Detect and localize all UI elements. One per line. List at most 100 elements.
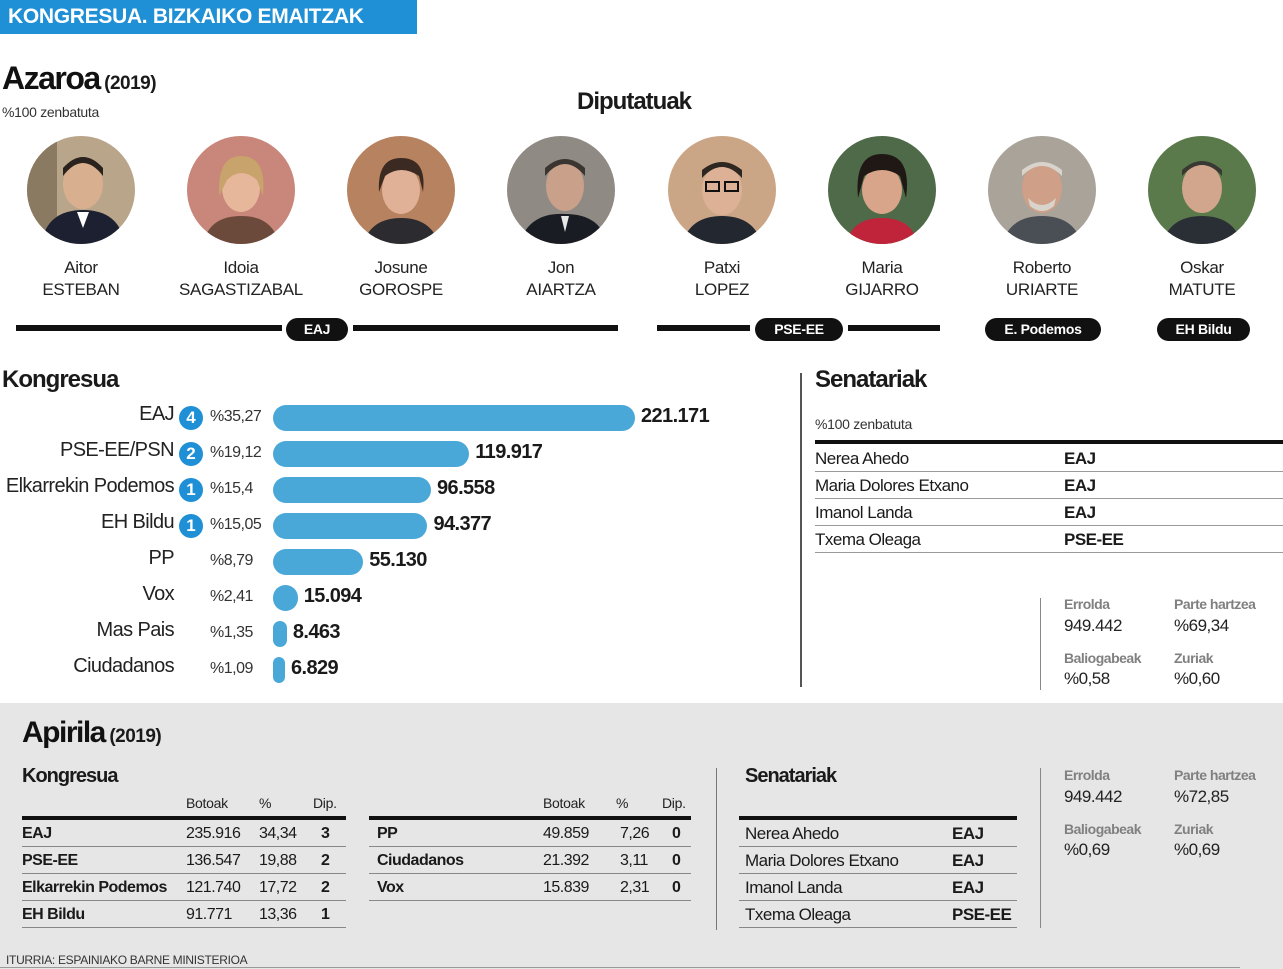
bar-value-label: 96.558 [437, 477, 495, 499]
azaroa-title: Azaroa [2, 60, 101, 96]
portrait-photo [507, 136, 615, 244]
group-rule [353, 325, 618, 331]
stat-label: Baliogabeak [1064, 650, 1141, 666]
deputy-name: Jon AIARTZA [481, 257, 641, 301]
column-header: % [259, 795, 272, 811]
divider [1040, 598, 1041, 690]
table-row: Nerea Ahedo EAJ [815, 445, 1283, 472]
group-rule [657, 325, 750, 331]
table-row: EAJ 235.916 34,34 3 [22, 820, 346, 847]
table-row: Txema Oleaga PSE-EE [815, 526, 1283, 553]
group-pill-ehbildu: EH Bildu [1157, 318, 1250, 341]
portrait-photo [27, 136, 135, 244]
party-name: PSE-EE [22, 852, 78, 869]
percent: 2,31 [620, 879, 650, 896]
deputies: 2 [321, 879, 330, 896]
senator-party: EAJ [1064, 476, 1096, 495]
stat-label: Errolda [1064, 596, 1110, 612]
deputy-name: Roberto URIARTE [962, 257, 1122, 301]
azaroa-year: (2019) [104, 73, 157, 94]
deputy-last-name: AIARTZA [526, 280, 596, 299]
votes: 121.740 [186, 879, 241, 896]
table-row: Imanol Landa EAJ [815, 499, 1283, 526]
senator-party: EAJ [1064, 503, 1096, 522]
deputy-name: Maria GIJARRO [802, 257, 962, 301]
bar-percent-label: %8,79 [210, 552, 253, 569]
senator-party: PSE-EE [952, 905, 1012, 924]
apirila-year: (2019) [109, 726, 162, 747]
portrait-photo [1148, 136, 1256, 244]
bar [273, 549, 364, 575]
senatariak-counted: %100 zenbatuta [815, 416, 912, 432]
percent: 17,72 [259, 879, 297, 896]
senator-party: EAJ [952, 878, 984, 897]
stat-value: %0,69 [1174, 840, 1220, 859]
senator-party: EAJ [952, 851, 984, 870]
stat-value: %69,34 [1174, 616, 1229, 635]
deputy-first-name: Roberto [1012, 258, 1072, 277]
portrait-photo [347, 136, 455, 244]
apirila-title-block: Apirila (2019) [22, 716, 162, 750]
bar [273, 477, 432, 503]
column-header: % [616, 795, 629, 811]
table-row: Elkarrekin Podemos 121.740 17,72 2 [22, 874, 346, 901]
group-pill-podemos: E. Podemos [985, 318, 1101, 341]
percent: 19,88 [259, 852, 297, 869]
deputies: 0 [672, 825, 681, 842]
table-row: PP 49.859 7,26 0 [369, 820, 691, 847]
deputy-name: Idoia SAGASTIZABAL [161, 257, 321, 301]
deputy-first-name: Aitor [64, 258, 98, 277]
stat-label: Parte hartzea [1174, 767, 1256, 783]
senator-name: Txema Oleaga [745, 905, 851, 924]
bar-category-label: Ciudadanos [73, 655, 174, 677]
senator-name: Txema Oleaga [815, 530, 921, 549]
table-top-rule [369, 816, 691, 820]
votes: 49.859 [543, 825, 589, 842]
votes: 91.771 [186, 906, 232, 923]
portrait-photo [828, 136, 936, 244]
kongresua-bar-chart: EAJ 4 %35,27 221.171 PSE-EE/PSN 2 %19,12 119.91… [0, 400, 760, 690]
deputy-first-name: Maria [861, 258, 903, 277]
bar-value-label: 8.463 [292, 621, 341, 643]
portrait-photo [988, 136, 1096, 244]
party-name: Elkarrekin Podemos [22, 879, 167, 896]
percent: 3,11 [620, 852, 648, 869]
senator-name: Imanol Landa [815, 503, 913, 522]
table-row: Ciudadanos 21.392 3,11 0 [369, 847, 691, 874]
senator-name: Nerea Ahedo [745, 824, 839, 843]
deputy-first-name: Idoia [223, 258, 259, 277]
table-row: Nerea Ahedo EAJ [739, 820, 1017, 847]
bar-value-label: 55.130 [369, 549, 427, 571]
divider [800, 373, 802, 687]
table-row: Maria Dolores Etxano EAJ [815, 472, 1283, 499]
deputies: 0 [672, 852, 681, 869]
divider [1040, 768, 1041, 928]
senator-party: EAJ [1064, 449, 1096, 468]
deputy-first-name: Jon [547, 258, 575, 277]
bar-percent-label: %2,41 [210, 588, 253, 605]
source-note: ITURRIA: ESPAINIAKO BARNE MINISTERIOA [6, 953, 248, 967]
bar-value-label: 6.829 [291, 657, 339, 679]
percent: 34,34 [259, 825, 297, 842]
table-top-rule [739, 816, 1017, 820]
bar [273, 585, 298, 611]
senator-name: Imanol Landa [745, 878, 843, 897]
deputy-last-name: GIJARRO [845, 280, 919, 299]
stat-label: Zuriak [1174, 650, 1214, 666]
table-row: Txema Oleaga PSE-EE [739, 901, 1017, 928]
bar-percent-label: %19,12 [210, 444, 262, 461]
deputy-last-name: LOPEZ [694, 280, 750, 299]
bar-percent-label: %15,05 [210, 516, 262, 533]
apirila-senatariak-title: Senatariak [745, 765, 837, 787]
table-row: Maria Dolores Etxano EAJ [739, 847, 1017, 874]
header-tab: KONGRESUA. BIZKAIKO EMAITZAK [0, 0, 417, 34]
deputies: 2 [321, 852, 330, 869]
apirila-panel [0, 703, 1283, 969]
table-row: EH Bildu 91.771 13,36 1 [22, 901, 346, 928]
bar [273, 405, 635, 431]
deputy-last-name: URIARTE [1005, 280, 1079, 299]
deputy-name: Patxi LOPEZ [642, 257, 802, 301]
deputy-first-name: Patxi [703, 258, 741, 277]
bar-percent-label: %1,09 [210, 660, 253, 677]
deputy-name: Josune GOROSPE [321, 257, 481, 301]
